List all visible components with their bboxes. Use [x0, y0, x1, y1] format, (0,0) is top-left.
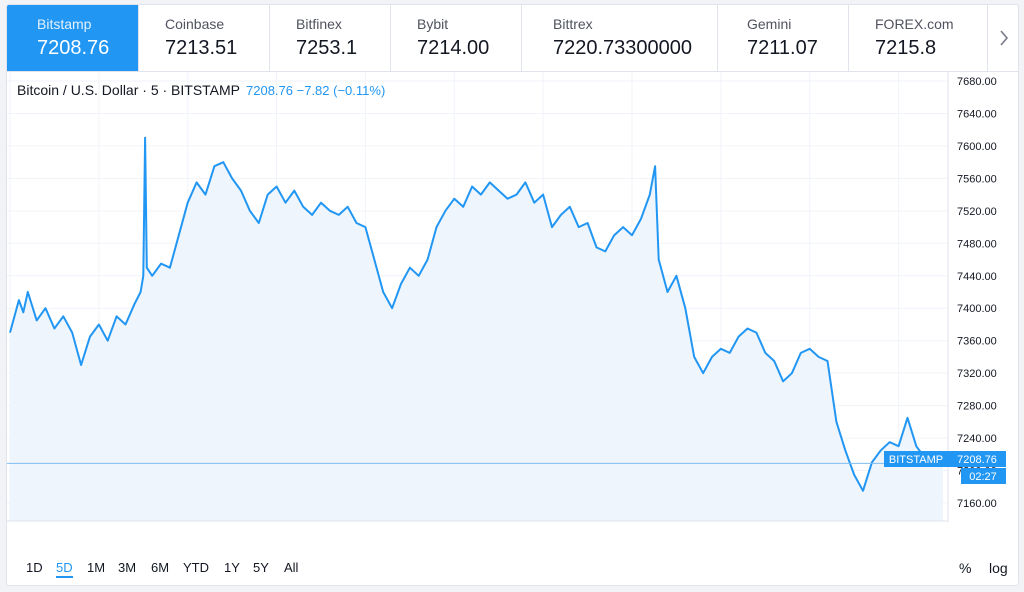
tab-label: Gemini — [747, 16, 792, 32]
symbol-title: Bitcoin / U.S. Dollar · 5 · BITSTAMP — [17, 82, 241, 98]
price-tag-label-bg — [884, 451, 948, 467]
y-tick-label: 7280.00 — [957, 401, 997, 413]
tab-bitstamp[interactable]: Bitstamp 7208.76 — [7, 5, 139, 71]
y-tick-label: 7520.00 — [957, 206, 997, 218]
tab-bitfinex[interactable]: Bitfinex 7253.1 — [270, 5, 391, 71]
countdown-timer: 02:27 — [969, 471, 997, 483]
range-5d[interactable]: 5D — [56, 560, 73, 578]
tab-price: 7220.73300000 — [553, 37, 693, 59]
log-scale-toggle[interactable]: log — [989, 560, 1008, 576]
tab-forex[interactable]: FOREX.com 7215.8 — [849, 5, 988, 71]
y-tick-label: 7240.00 — [957, 433, 997, 445]
tab-bybit[interactable]: Bybit 7214.00 — [391, 5, 522, 71]
price-area — [10, 137, 943, 522]
y-tick-label: 7360.00 — [957, 336, 997, 348]
range-1d[interactable]: 1D — [26, 560, 43, 575]
percent-scale-toggle[interactable]: % — [959, 560, 972, 576]
range-6m[interactable]: 6M — [151, 560, 170, 575]
range-1m[interactable]: 1M — [87, 560, 106, 575]
range-all[interactable]: All — [284, 560, 299, 575]
tabs-next-button[interactable] — [988, 5, 1018, 71]
y-tick-label: 7320.00 — [957, 368, 997, 380]
tab-label: Bittrex — [553, 16, 593, 32]
range-ytd[interactable]: YTD — [183, 560, 209, 575]
tab-bittrex[interactable]: Bittrex 7220.73300000 — [522, 5, 718, 71]
y-tick-label: 7480.00 — [957, 238, 997, 250]
date-range-bar: 1D 5D 1M 3M 6M YTD 1Y 5Y All % log — [7, 555, 1018, 585]
tab-price: 7253.1 — [296, 37, 358, 59]
tab-label: Bybit — [417, 16, 449, 32]
tab-price: 7213.51 — [165, 37, 238, 59]
range-3m[interactable]: 3M — [118, 560, 137, 575]
tab-label: FOREX.com — [875, 16, 954, 32]
price-axis[interactable]: 7680.00 7640.00 7600.00 7560.00 7520.00 7480.… — [957, 76, 997, 510]
tab-label: Bitfinex — [296, 16, 342, 32]
y-tick-label: 7560.00 — [957, 173, 997, 185]
y-tick-label: 7600.00 — [957, 141, 997, 153]
y-tick-label: 7680.00 — [957, 76, 997, 88]
price-line — [9, 136, 944, 492]
chart-widget: Bitstamp 7208.76 Coinbase 7213.51 Bitfin… — [6, 4, 1019, 586]
tab-label: Coinbase — [165, 16, 225, 32]
price-tag-value-bg — [948, 451, 1006, 467]
range-1y[interactable]: 1Y — [224, 560, 240, 575]
legend-values: 7208.76 −7.82 (−0.11%) — [246, 83, 386, 98]
price-chart[interactable]: 7680.00 7640.00 7600.00 7560.00 7520.00 7480.… — [7, 72, 1019, 542]
tab-price: 7211.07 — [747, 37, 818, 59]
tab-gemini[interactable]: Gemini 7211.07 — [718, 5, 849, 71]
y-tick-label: 7440.00 — [957, 271, 997, 283]
tab-price: 7214.00 — [417, 37, 490, 59]
exchange-tabs: Bitstamp 7208.76 Coinbase 7213.51 Bitfin… — [7, 5, 1018, 72]
chevron-right-icon — [1000, 30, 1009, 46]
tab-price: 7215.8 — [875, 37, 937, 59]
tab-price: 7208.76 — [37, 37, 110, 59]
y-tick-label: 7400.00 — [957, 303, 997, 315]
tab-label: Bitstamp — [37, 16, 92, 32]
price-tag-value: 7208.76 — [957, 454, 997, 466]
y-tick-label: 7640.00 — [957, 108, 997, 120]
range-5y[interactable]: 5Y — [253, 560, 269, 575]
countdown-bg — [961, 468, 1006, 484]
chart-legend: Bitcoin / U.S. Dollar · 5 · BITSTAMP 7208… — [17, 82, 385, 98]
price-tag-label: BITSTAMP — [889, 454, 943, 466]
tab-coinbase[interactable]: Coinbase 7213.51 — [139, 5, 270, 71]
chart-area[interactable]: 7680.00 7640.00 7600.00 7560.00 7520.00 7480.… — [7, 72, 1019, 542]
price-tag: BITSTAMP 7208.76 02:27 — [884, 451, 1006, 484]
y-tick-label: 7160.00 — [957, 498, 997, 510]
